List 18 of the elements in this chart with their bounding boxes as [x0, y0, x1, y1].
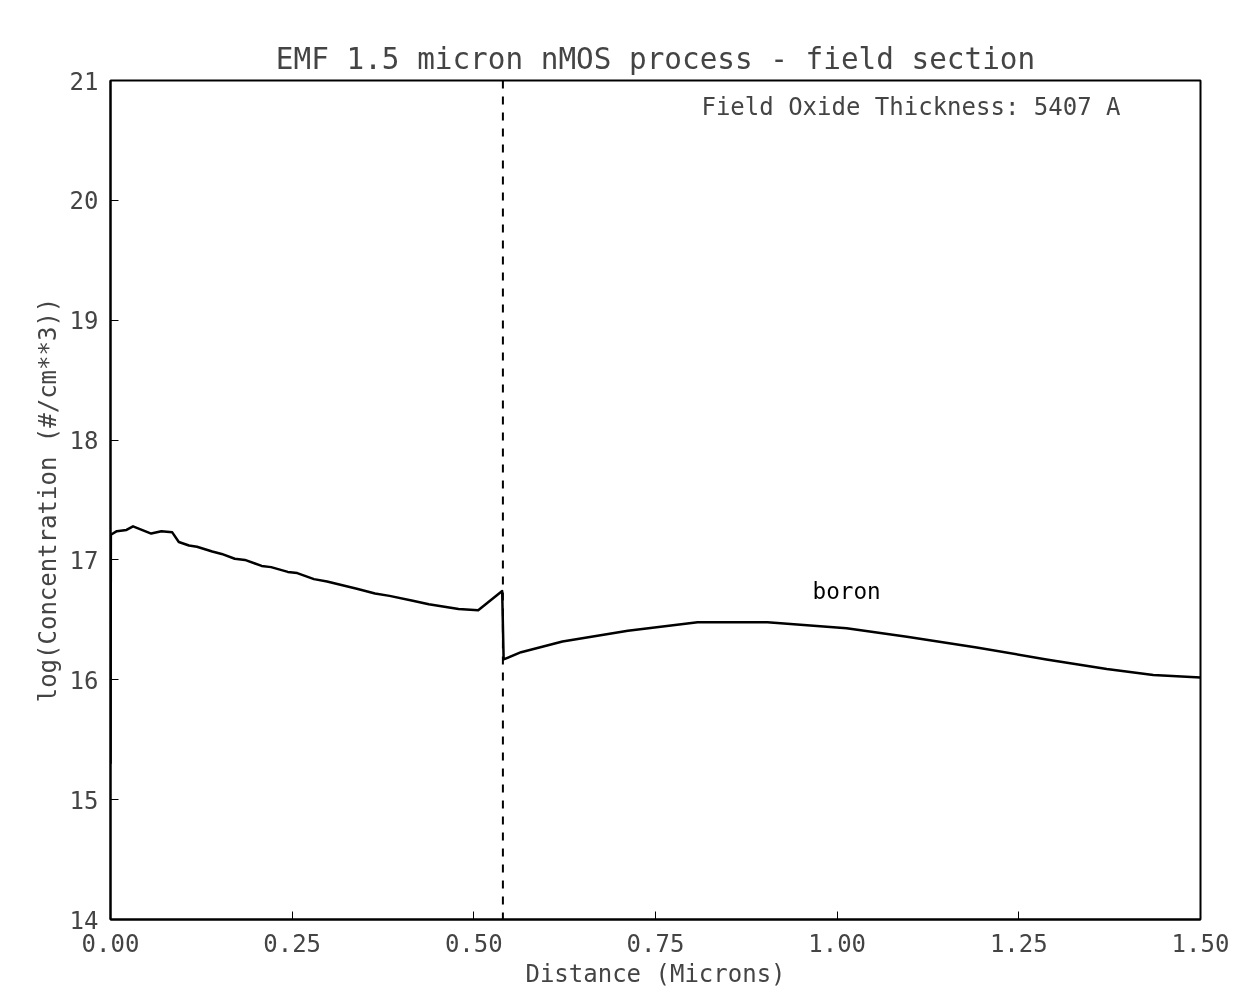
x-tick-label: 1.50 [1171, 929, 1230, 958]
y-tick-label: 21 [69, 67, 99, 96]
x-tick-label: 1.25 [989, 929, 1048, 958]
x-tick-label: 0.75 [626, 929, 685, 958]
chart-title: EMF 1.5 micron nMOS process - field section [275, 41, 1036, 76]
y-tick-label: 18 [69, 427, 99, 456]
x-tick-label: 0.50 [444, 929, 503, 958]
x-tick-label: 1.00 [808, 929, 867, 958]
y-tick-label: 19 [69, 307, 99, 336]
y-tick-label: 16 [69, 666, 99, 695]
annotation: Field Oxide Thickness: 5407 A [701, 92, 1122, 121]
y-tick-label: 17 [69, 546, 99, 575]
x-axis-title: Distance (Microns) [525, 959, 786, 988]
y-axis-title: log(Concentration (#/cm**3)) [33, 297, 62, 703]
series-label: boron [812, 578, 881, 605]
y-tick-label: 15 [69, 786, 99, 815]
y-tick-label: 20 [69, 187, 99, 216]
x-tick-label: 0.25 [263, 929, 322, 958]
